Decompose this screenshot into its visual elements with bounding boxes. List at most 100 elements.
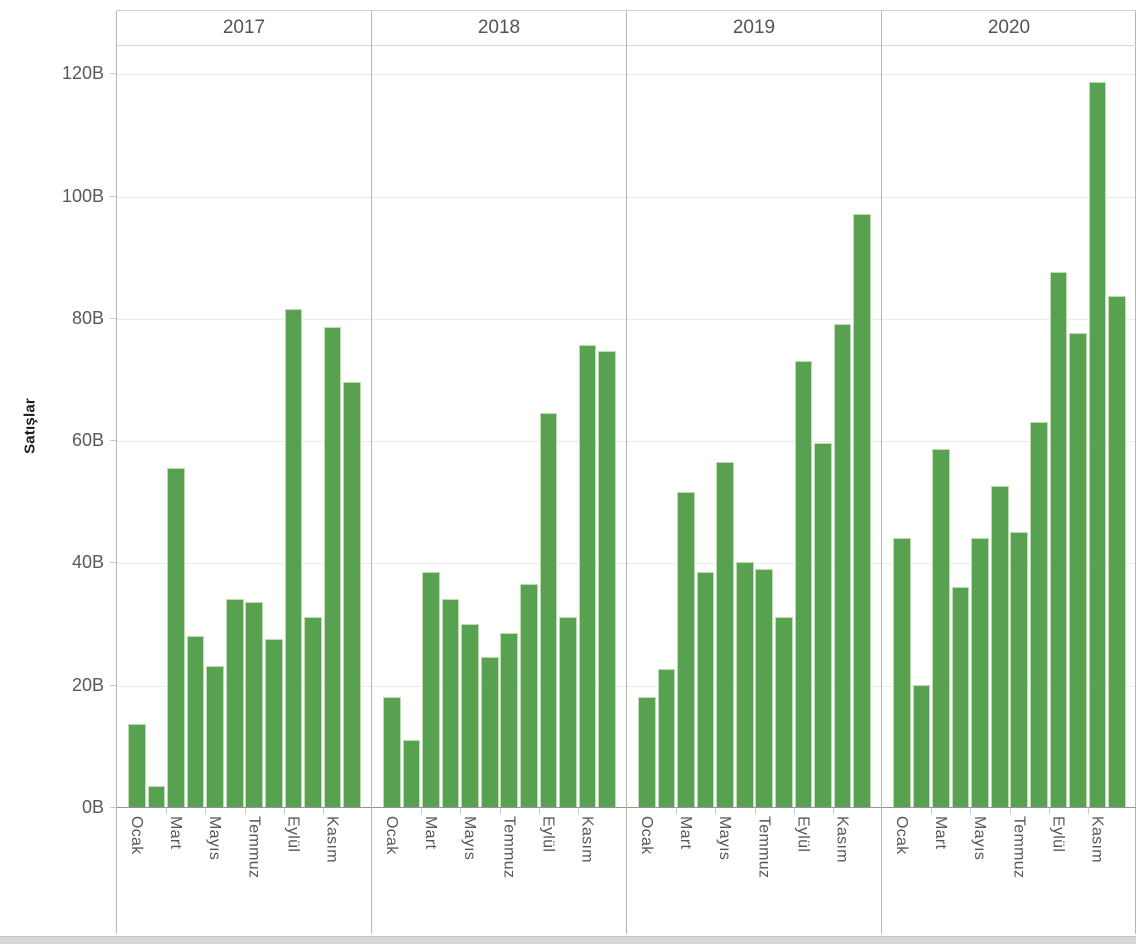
panel-pane xyxy=(372,46,626,808)
bar-2018-month-3[interactable] xyxy=(422,571,440,807)
bar-2019-month-7[interactable] xyxy=(755,568,774,807)
bar-2019-month-8[interactable] xyxy=(775,617,793,807)
bar-2017-month-12[interactable] xyxy=(343,382,361,807)
panel-header-year[interactable]: 2017 xyxy=(117,11,371,46)
bar-2019-month-5[interactable] xyxy=(716,461,734,807)
x-axis-tick-mark xyxy=(832,808,834,814)
x-axis-month-label[interactable]: Kasım xyxy=(578,816,596,863)
panel-header-year[interactable]: 2019 xyxy=(627,11,881,46)
x-axis-month-label[interactable]: Temmuz xyxy=(500,816,518,879)
x-axis-tick-mark xyxy=(499,808,501,814)
bar-2018-month-1[interactable] xyxy=(382,696,401,807)
x-axis-month-label[interactable]: Mayıs xyxy=(716,816,734,861)
y-axis-tick-mark xyxy=(110,440,116,442)
bar-2020-month-11[interactable] xyxy=(1088,82,1107,807)
bar-2018-month-4[interactable] xyxy=(441,599,460,807)
bar-2018-month-10[interactable] xyxy=(559,617,577,807)
x-axis-month-label[interactable]: Ocak xyxy=(382,816,400,855)
bar-2020-month-3[interactable] xyxy=(932,449,950,807)
x-label-band: Ocak Mart Mayıs Temmuz Eylül Kasım xyxy=(372,808,626,934)
bar-2020-month-9[interactable] xyxy=(1049,271,1068,807)
x-axis-month-label[interactable]: Kasım xyxy=(323,816,341,863)
x-axis-month-label[interactable]: Mayıs xyxy=(971,816,989,861)
bar-2017-month-8[interactable] xyxy=(265,638,283,807)
x-axis-month-label[interactable]: Mart xyxy=(676,816,694,850)
bar-2017-month-5[interactable] xyxy=(206,666,224,807)
x-axis-month-label[interactable]: Temmuz xyxy=(1010,816,1028,879)
x-axis-month-label[interactable]: Kasım xyxy=(833,816,851,863)
bar-2018-month-11[interactable] xyxy=(578,345,597,807)
bar-2018-month-7[interactable] xyxy=(500,632,519,807)
panel-header-year[interactable]: 2020 xyxy=(882,11,1136,46)
bar-2020-month-2[interactable] xyxy=(912,684,931,807)
bar-2017-month-4[interactable] xyxy=(186,635,205,807)
x-label-band: Ocak Mart Mayıs Temmuz Eylül Kasım xyxy=(882,808,1136,934)
bar-2018-month-9[interactable] xyxy=(539,412,558,807)
x-axis-tick-mark xyxy=(421,808,423,814)
x-axis-month-label[interactable]: Eylül xyxy=(1049,816,1067,853)
x-axis-tick-mark xyxy=(244,808,246,814)
bar-2019-month-10[interactable] xyxy=(814,443,832,807)
bar-2020-month-12[interactable] xyxy=(1108,296,1126,807)
bar-2019-month-1[interactable] xyxy=(637,696,656,807)
x-axis-tick-mark xyxy=(1048,808,1050,814)
x-axis-month-label[interactable]: Eylül xyxy=(539,816,557,853)
y-axis-tick-label: 120B xyxy=(61,63,104,84)
x-axis-month-label[interactable]: Ocak xyxy=(892,816,910,855)
bar-2019-month-2[interactable] xyxy=(657,669,676,807)
x-axis-month-label[interactable]: Mart xyxy=(166,816,184,850)
x-axis-month-label[interactable]: Temmuz xyxy=(245,816,263,879)
x-axis-month-label[interactable]: Mayıs xyxy=(461,816,479,861)
y-axis: 0B 20B 40B 60B 80B 100B 120B xyxy=(0,45,116,817)
bar-2020-month-5[interactable] xyxy=(971,537,989,807)
bar-2020-month-6[interactable] xyxy=(990,485,1009,807)
bar-2018-month-8[interactable] xyxy=(520,583,538,807)
bar-2018-month-2[interactable] xyxy=(402,739,421,807)
panel-pane xyxy=(882,46,1136,808)
bar-2019-month-11[interactable] xyxy=(833,323,852,807)
bar-2019-month-4[interactable] xyxy=(696,571,715,807)
x-axis-month-label[interactable]: Eylül xyxy=(794,816,812,853)
y-axis-tick-label: 80B xyxy=(71,307,104,328)
bar-2020-month-7[interactable] xyxy=(1010,531,1029,807)
bar-2019-month-12[interactable] xyxy=(853,213,871,807)
bar-2017-month-7[interactable] xyxy=(245,602,264,807)
bar-2020-month-8[interactable] xyxy=(1030,421,1048,807)
bottom-scroll-strip xyxy=(0,936,1136,944)
y-axis-tick-label: 0B xyxy=(81,797,104,817)
bar-2020-month-1[interactable] xyxy=(892,537,911,807)
bar-2020-month-10[interactable] xyxy=(1069,333,1087,807)
x-axis-tick-mark xyxy=(283,808,285,814)
x-axis-tick-mark xyxy=(460,808,462,814)
x-axis-month-label[interactable]: Kasım xyxy=(1088,816,1106,863)
x-axis-tick-mark xyxy=(166,808,168,814)
bar-2017-month-2[interactable] xyxy=(147,785,166,807)
panel-header-year[interactable]: 2018 xyxy=(372,11,626,46)
bar-2017-month-10[interactable] xyxy=(304,617,322,807)
x-axis-month-label[interactable]: Mart xyxy=(931,816,949,850)
x-axis-month-label[interactable]: Mart xyxy=(421,816,439,850)
x-axis-month-label[interactable]: Ocak xyxy=(637,816,655,855)
x-axis-month-label[interactable]: Ocak xyxy=(127,816,145,855)
y-axis-tick-mark xyxy=(110,73,116,75)
bar-2017-month-9[interactable] xyxy=(284,308,303,807)
bar-2018-month-6[interactable] xyxy=(480,657,499,807)
bar-2017-month-3[interactable] xyxy=(167,467,185,807)
x-axis-tick-mark xyxy=(538,808,540,814)
bar-2019-month-3[interactable] xyxy=(677,492,695,807)
bar-2020-month-4[interactable] xyxy=(951,586,970,807)
x-axis-month-label[interactable]: Eylül xyxy=(284,816,302,853)
x-axis-tick-mark xyxy=(1009,808,1011,814)
y-axis-tick-label: 60B xyxy=(71,430,104,451)
bar-2017-month-1[interactable] xyxy=(127,724,146,807)
bar-2019-month-6[interactable] xyxy=(735,562,754,807)
x-label-band: Ocak Mart Mayıs Temmuz Eylül Kasım xyxy=(117,808,371,934)
x-axis-tick-mark xyxy=(205,808,207,814)
bar-2017-month-6[interactable] xyxy=(225,599,244,807)
x-axis-month-label[interactable]: Mayıs xyxy=(206,816,224,861)
bar-2018-month-5[interactable] xyxy=(461,623,479,807)
bar-2018-month-12[interactable] xyxy=(598,351,616,807)
bar-2017-month-11[interactable] xyxy=(323,326,342,807)
x-axis-month-label[interactable]: Temmuz xyxy=(755,816,773,879)
bar-2019-month-9[interactable] xyxy=(794,360,813,807)
